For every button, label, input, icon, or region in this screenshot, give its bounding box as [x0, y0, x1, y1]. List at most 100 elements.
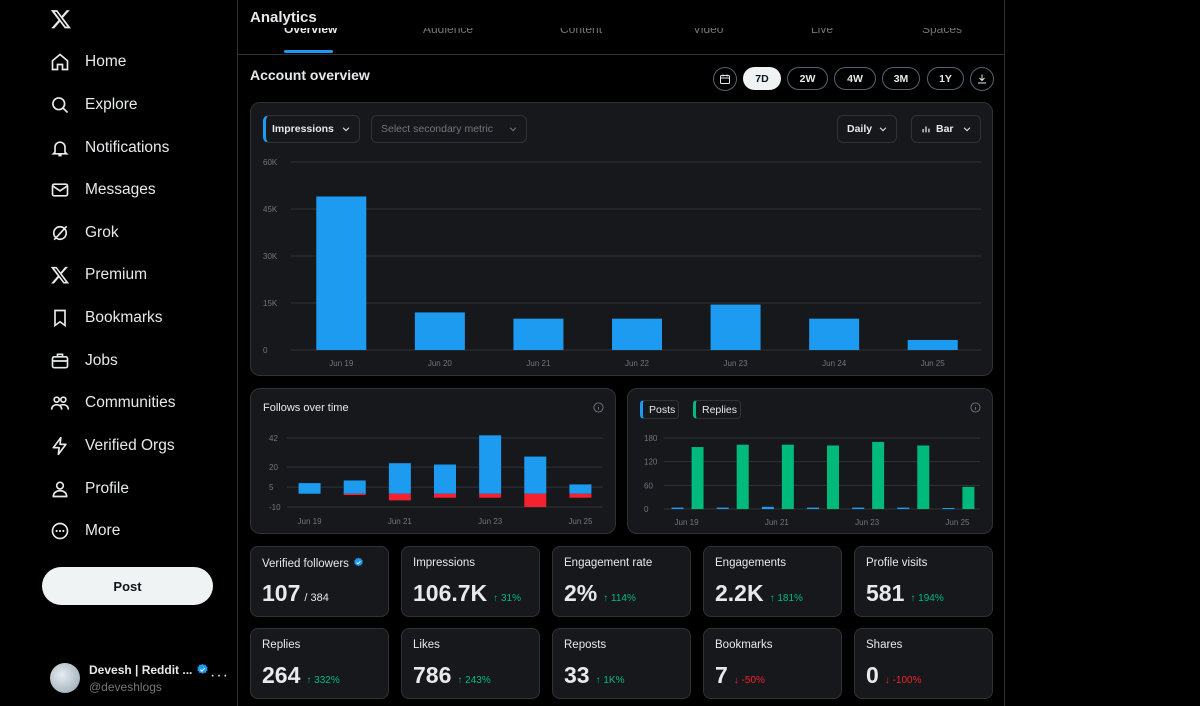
stat-card-profile-visits[interactable]: Profile visits 581 ↑ 194%	[854, 546, 993, 617]
x-tick-label: Jun 24	[822, 359, 847, 368]
posts-bar	[761, 506, 774, 509]
tab-live[interactable]: Live	[811, 28, 834, 36]
stat-value: 0	[866, 662, 879, 688]
y-tick-label: 15K	[263, 299, 278, 308]
nav-label: Grok	[85, 224, 119, 241]
nav-profile[interactable]: Profile	[50, 477, 129, 501]
x-tick-label: Jun 25	[921, 359, 946, 368]
tab-video[interactable]: Video	[693, 28, 724, 36]
info-icon[interactable]	[970, 402, 981, 413]
impressions-bar	[710, 304, 761, 350]
stat-label: Engagement rate	[564, 557, 653, 569]
nav-home[interactable]: Home	[50, 50, 126, 74]
stat-card-impressions[interactable]: Impressions 106.7K ↑ 31%	[401, 546, 540, 617]
account-name: Devesh | Reddit ...	[89, 663, 193, 677]
legend-posts[interactable]: Posts	[640, 400, 679, 419]
stat-card-likes[interactable]: Likes 786 ↑ 243%	[401, 628, 540, 699]
stat-card-engagements[interactable]: Engagements 2.2K ↑ 181%	[703, 546, 842, 617]
stat-value: 2.2K	[715, 580, 764, 606]
stat-value-row: 2.2K ↑ 181%	[715, 580, 803, 607]
nav-label: Communities	[85, 394, 176, 411]
unfollows-bar	[343, 493, 366, 496]
range-2w[interactable]: 2W	[787, 67, 828, 90]
grok-icon	[52, 225, 68, 241]
download-button[interactable]	[970, 67, 994, 91]
y-tick-label: 30K	[263, 252, 278, 261]
primary-metric-select[interactable]: Impressions	[263, 115, 360, 143]
people-icon	[50, 396, 70, 410]
follows-bar	[434, 464, 456, 494]
replies-bar	[872, 441, 885, 509]
follows-bar	[524, 456, 547, 494]
stat-value-row: 264 ↑ 332%	[262, 662, 340, 689]
stat-value-row: 33 ↑ 1K%	[564, 662, 625, 689]
active-tab-indicator	[284, 50, 333, 53]
stat-label: Verified followers	[262, 557, 364, 570]
account-switcher[interactable]: Devesh | Reddit ... @deveshlogs ···	[50, 662, 230, 696]
chevron-down-icon	[963, 127, 971, 132]
x-logo-icon[interactable]	[50, 8, 72, 30]
stat-label: Profile visits	[866, 557, 928, 569]
nav-communities[interactable]: Communities	[50, 391, 175, 415]
post-button[interactable]: Post	[42, 567, 213, 605]
calendar-button[interactable]	[713, 67, 737, 91]
tab-content[interactable]: Content	[560, 28, 603, 36]
stat-label: Replies	[262, 639, 301, 651]
unfollows-bar	[434, 493, 456, 498]
range-1y[interactable]: 1Y	[927, 67, 964, 90]
stat-card-replies[interactable]: Replies 264 ↑ 332%	[250, 628, 389, 699]
stat-value-row: 581 ↑ 194%	[866, 580, 944, 607]
nav-jobs[interactable]: Jobs	[50, 349, 118, 373]
impressions-chart: 60K 45K 30K 15K 0 Jun 19 Jun 20 Jun 21 Jun 22 Jun…	[263, 158, 981, 368]
nav-notifications[interactable]: Notifications	[50, 136, 169, 160]
nav-premium[interactable]: Premium	[50, 263, 147, 287]
tab-audience[interactable]: Audience	[423, 28, 474, 36]
verified-badge-icon	[197, 663, 209, 674]
tab-overview[interactable]: Overview	[284, 28, 338, 36]
nav-messages[interactable]: Messages	[50, 178, 156, 202]
y-tick-label: 42	[269, 434, 278, 443]
more-dots-icon[interactable]: ···	[210, 667, 229, 684]
replies-bar	[736, 444, 749, 509]
granularity-select[interactable]: Daily	[837, 115, 897, 143]
lightning-icon	[52, 436, 67, 456]
chart-type-select[interactable]: Bar	[911, 115, 981, 143]
nav-verified-orgs[interactable]: Verified Orgs	[50, 434, 175, 458]
y-tick-label: -10	[269, 503, 281, 512]
nav-label: Verified Orgs	[85, 437, 175, 454]
range-4w[interactable]: 4W	[834, 67, 876, 90]
info-icon[interactable]	[593, 402, 604, 413]
stat-card-shares[interactable]: Shares 0 ↓ -100%	[854, 628, 993, 699]
stat-label: Impressions	[413, 557, 475, 569]
stat-total: / 384	[304, 592, 329, 604]
y-tick-label: 60K	[263, 158, 278, 167]
range-3m[interactable]: 3M	[882, 67, 920, 90]
bell-icon	[51, 141, 69, 157]
x-tick-label: Jun 21	[388, 517, 413, 526]
home-icon	[51, 53, 69, 71]
secondary-metric-select[interactable]: Select secondary metric	[371, 115, 527, 143]
nav-bookmarks[interactable]: Bookmarks	[50, 306, 163, 330]
stat-value: 7	[715, 662, 728, 688]
briefcase-icon	[51, 353, 69, 369]
nav-explore[interactable]: Explore	[50, 93, 138, 117]
stat-value-row: 7 ↓ -50%	[715, 662, 765, 689]
stat-delta: ↑ 1K%	[595, 675, 625, 686]
tab-spaces[interactable]: Spaces	[922, 28, 963, 36]
stat-value: 107	[262, 580, 301, 606]
stat-value: 786	[413, 662, 452, 688]
stat-label: Bookmarks	[715, 639, 773, 651]
follows-chart: 42 20 5 -10 Jun 19 Jun 21 Jun 23 Jun 25	[269, 434, 603, 526]
nav-grok[interactable]: Grok	[50, 221, 119, 245]
stat-card-bookmarks[interactable]: Bookmarks 7 ↓ -50%	[703, 628, 842, 699]
stat-card-verified-followers[interactable]: Verified followers 107/ 384	[250, 546, 389, 617]
stat-card-engagement-rate[interactable]: Engagement rate 2% ↑ 114%	[552, 546, 691, 617]
x-tick-label: Jun 23	[855, 518, 880, 527]
stat-card-reposts[interactable]: Reposts 33 ↑ 1K%	[552, 628, 691, 699]
stat-value-row: 107/ 384	[262, 580, 329, 607]
analytics-tabs: Overview Audience Content Video Live Spa…	[238, 28, 1004, 55]
impressions-bar	[907, 339, 958, 350]
nav-more[interactable]: More	[50, 519, 120, 543]
legend-replies[interactable]: Replies	[693, 400, 741, 419]
range-7d[interactable]: 7D	[743, 67, 781, 90]
